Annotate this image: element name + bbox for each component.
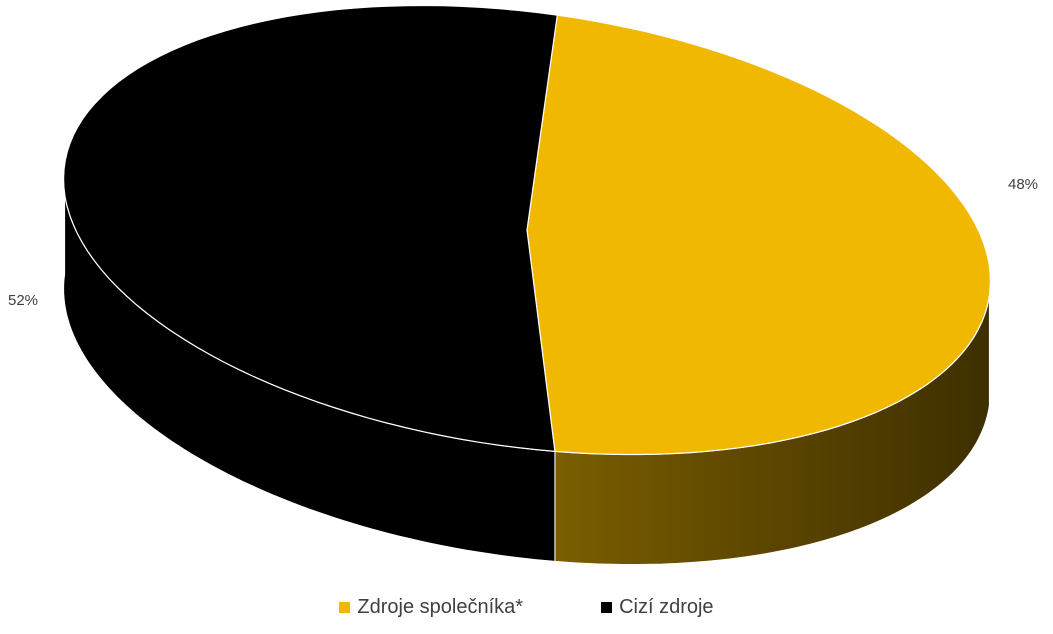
legend-item-zdroje-spolecnika: Zdroje společníka* [339, 596, 523, 619]
legend-item-cizi-zdroje: Cizí zdroje [601, 596, 714, 619]
legend-swatch-gold [339, 602, 351, 613]
slice-label-cizi-zdroje: 52% [8, 292, 38, 309]
legend-label-cizi-zdroje: Cizí zdroje [619, 596, 714, 618]
chart-legend: Zdroje společníka* Cizí zdroje [0, 596, 1053, 619]
slice-cizi-zdroje [63, 4, 558, 452]
slice-label-zdroje-spolecnika: 48% [1008, 176, 1038, 193]
legend-label-zdroje-spolecnika: Zdroje společníka* [357, 596, 524, 618]
slice-zdroje-spolecnika [526, 14, 991, 456]
legend-swatch-black [601, 602, 613, 613]
